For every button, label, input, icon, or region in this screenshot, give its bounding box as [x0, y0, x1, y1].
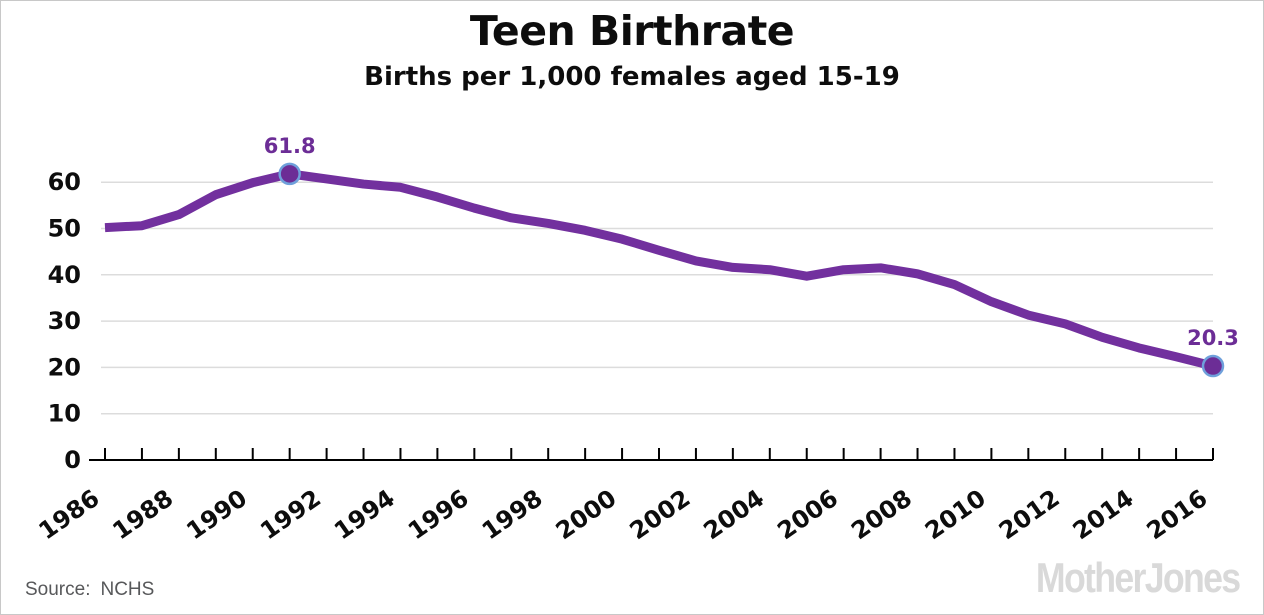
x-tick-label: 2010 [920, 484, 991, 545]
y-tick-label: 10 [48, 400, 81, 428]
data-point-marker-2016 [1201, 354, 1225, 378]
x-tick-label: 1992 [255, 484, 326, 545]
birthrate-line [104, 169, 1215, 371]
motherjones-logo: MotherJones [1035, 554, 1241, 601]
x-tick-label: 2008 [846, 484, 917, 545]
chart-title: Teen Birthrate [469, 7, 795, 55]
data-point-label-2016: 20.3 [1187, 326, 1239, 350]
y-tick-label: 60 [48, 168, 81, 196]
data-point-marker-1991 [278, 162, 301, 186]
y-tick-label: 0 [64, 446, 81, 474]
source-label: Source: [25, 579, 91, 600]
x-tick-label: 2006 [772, 484, 843, 545]
data-point-label-1991: 61.8 [264, 134, 316, 158]
x-tick-label: 2000 [551, 484, 622, 545]
x-tick-label: 2014 [1068, 484, 1139, 545]
source-value: NCHS [100, 579, 155, 600]
y-tick-label: 50 [48, 215, 81, 243]
x-tick-label: 1998 [477, 484, 548, 545]
x-tick-label: 1990 [181, 484, 252, 545]
x-tick-label: 1988 [108, 484, 179, 545]
x-tick-label: 1996 [403, 484, 474, 545]
x-tick-label: 2002 [625, 484, 696, 545]
chart-subtitle: Births per 1,000 females aged 15-19 [364, 62, 900, 92]
y-tick-label: 20 [48, 353, 81, 381]
x-tick-label: 2012 [994, 484, 1065, 545]
x-tick-label: 2004 [698, 484, 769, 545]
x-tick-label: 1994 [329, 484, 400, 545]
x-tick-label: 2016 [1142, 484, 1213, 545]
x-tick-label: 1986 [34, 484, 105, 545]
source-note: Source: NCHS [25, 579, 154, 601]
y-tick-label: 40 [48, 261, 81, 289]
y-tick-label: 30 [48, 307, 81, 335]
